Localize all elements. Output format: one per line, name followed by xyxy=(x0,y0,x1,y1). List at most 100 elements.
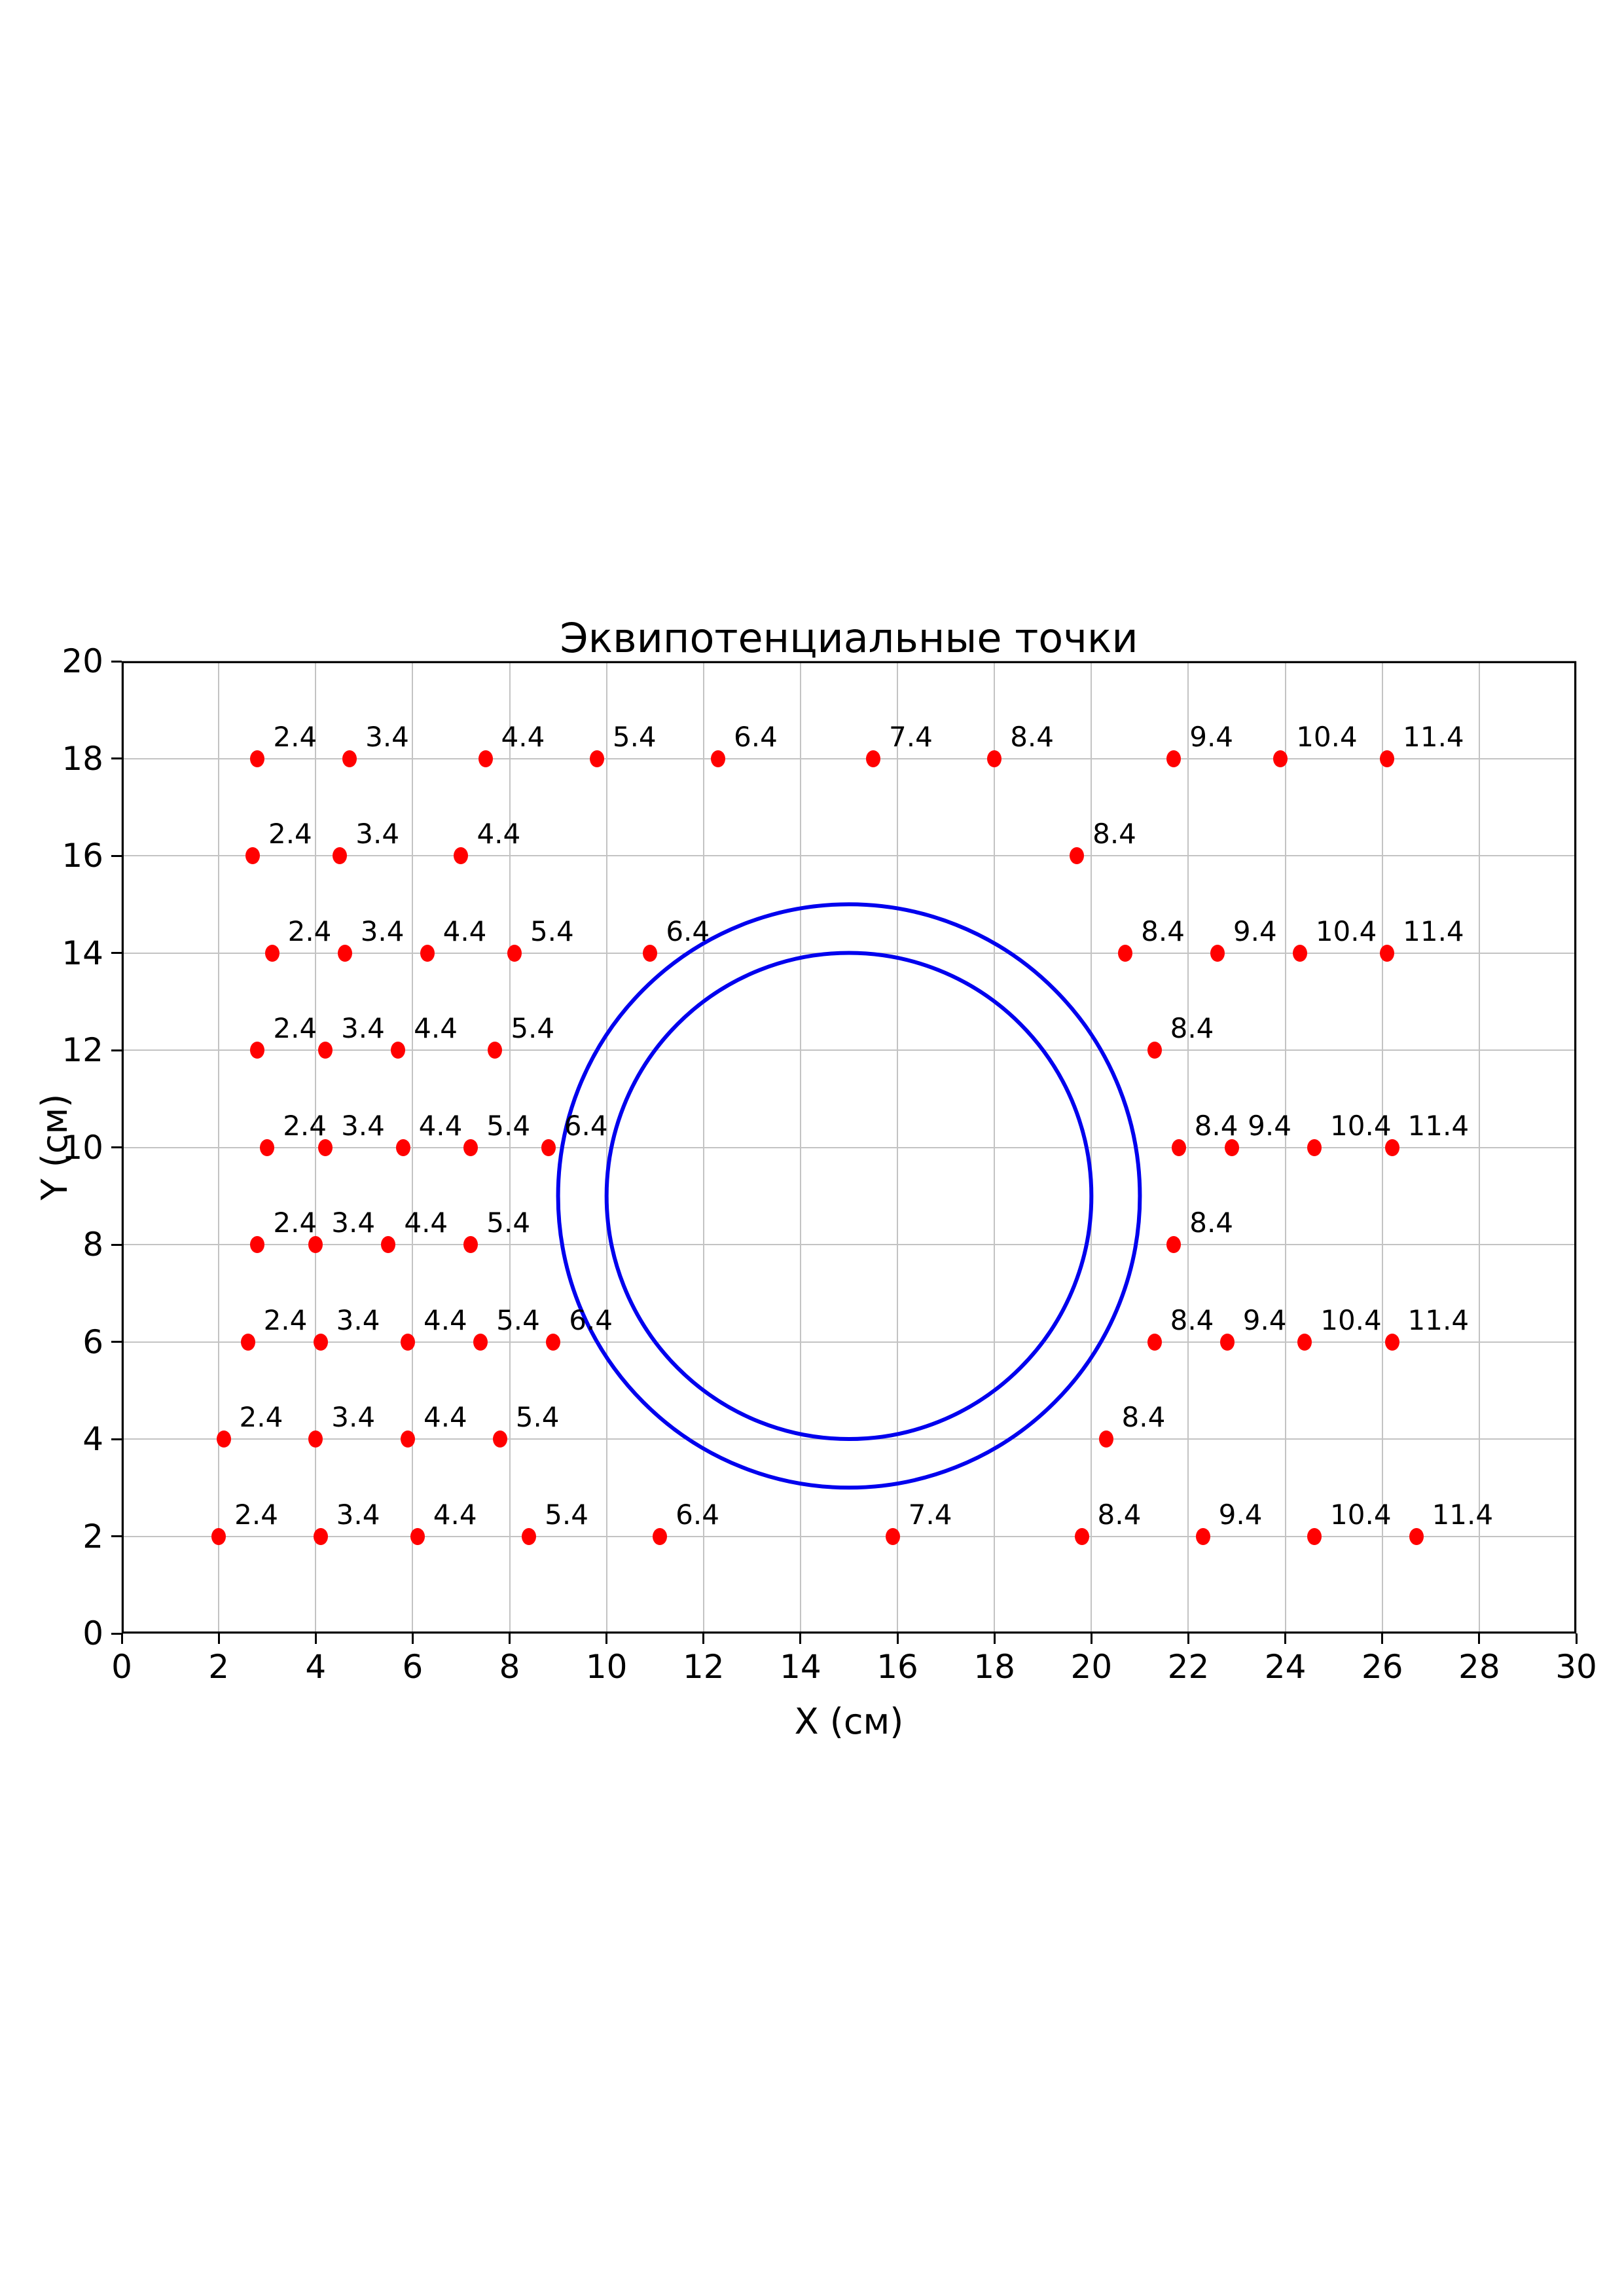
data-point xyxy=(473,1333,488,1351)
point-label: 10.4 xyxy=(1315,915,1377,947)
circle-outline xyxy=(556,902,1142,1490)
point-label: 9.4 xyxy=(1242,1303,1287,1336)
data-point xyxy=(1384,1333,1399,1351)
point-label: 4.4 xyxy=(423,1401,467,1433)
data-point xyxy=(866,750,881,767)
x-tick-label: 16 xyxy=(876,1648,918,1686)
data-point xyxy=(987,750,1002,767)
y-tick-label: 18 xyxy=(62,739,103,778)
data-point xyxy=(1166,750,1182,767)
x-tick-mark xyxy=(509,1633,511,1644)
point-label: 2.4 xyxy=(287,915,332,947)
point-label: 11.4 xyxy=(1407,1109,1470,1142)
point-label: 8.4 xyxy=(1097,1498,1142,1531)
point-label: 4.4 xyxy=(477,818,521,850)
y-tick-mark xyxy=(111,1632,122,1635)
y-tick-mark xyxy=(111,757,122,759)
point-label: 10.4 xyxy=(1330,1498,1392,1531)
data-point xyxy=(250,1042,265,1059)
data-point xyxy=(395,1139,410,1156)
x-tick-label: 10 xyxy=(585,1648,628,1686)
data-point xyxy=(1171,1139,1186,1156)
ring-circles xyxy=(556,902,1142,1490)
data-point xyxy=(313,1333,328,1351)
data-point xyxy=(541,1139,556,1156)
point-label: 3.4 xyxy=(336,1498,380,1531)
point-label: 6.4 xyxy=(676,1498,719,1531)
y-tick-label: 10 xyxy=(62,1128,103,1167)
x-tick-label: 28 xyxy=(1458,1648,1500,1686)
data-point xyxy=(337,944,352,962)
data-point xyxy=(1147,1333,1162,1351)
axes-spines xyxy=(122,661,1576,1633)
data-point xyxy=(507,944,522,962)
data-point xyxy=(1074,1527,1089,1545)
x-tick-mark xyxy=(605,1633,608,1644)
point-label: 5.4 xyxy=(515,1401,560,1433)
x-tick-mark xyxy=(1575,1633,1578,1644)
data-point xyxy=(492,1430,507,1448)
chart-title: Эквипотенциальные точки xyxy=(560,614,1138,662)
y-tick-mark xyxy=(111,1535,122,1537)
gridline-horizontal xyxy=(122,855,1576,856)
point-label: 2.4 xyxy=(239,1401,283,1433)
point-label: 11.4 xyxy=(1403,720,1464,753)
y-tick-mark xyxy=(111,1146,122,1148)
data-point xyxy=(216,1430,231,1448)
point-label: 3.4 xyxy=(331,1207,376,1239)
y-tick-mark xyxy=(111,952,122,954)
point-label: 8.4 xyxy=(1121,1401,1166,1433)
point-label: 8.4 xyxy=(1170,1012,1214,1044)
data-point xyxy=(308,1236,323,1253)
point-label: 3.4 xyxy=(360,915,405,947)
gridline-horizontal xyxy=(122,1049,1576,1051)
x-tick-mark xyxy=(702,1633,705,1644)
point-label: 5.4 xyxy=(486,1109,531,1142)
data-point xyxy=(1147,1042,1162,1059)
data-point xyxy=(463,1139,478,1156)
x-tick-mark xyxy=(411,1633,414,1644)
data-point xyxy=(1118,944,1133,962)
y-tick-mark xyxy=(111,1243,122,1246)
data-point xyxy=(313,1527,328,1545)
point-label: 6.4 xyxy=(666,915,710,947)
data-point xyxy=(711,750,726,767)
y-tick-label: 6 xyxy=(82,1322,103,1361)
point-label: 3.4 xyxy=(341,1012,385,1044)
data-point xyxy=(1273,750,1288,767)
y-tick-mark xyxy=(111,1049,122,1051)
point-label: 8.4 xyxy=(1010,720,1054,753)
data-point xyxy=(420,944,435,962)
y-axis-label: Y (см) xyxy=(34,1093,75,1201)
point-label: 4.4 xyxy=(442,915,487,947)
data-point xyxy=(546,1333,561,1351)
y-tick-label: 16 xyxy=(62,837,103,875)
point-label: 8.4 xyxy=(1194,1109,1238,1142)
data-point xyxy=(1380,944,1395,962)
data-point xyxy=(1409,1527,1424,1545)
x-tick-mark xyxy=(217,1633,220,1644)
point-label: 3.4 xyxy=(336,1303,380,1336)
point-label: 2.4 xyxy=(273,1207,317,1239)
point-label: 6.4 xyxy=(569,1303,613,1336)
point-label: 4.4 xyxy=(404,1207,448,1239)
x-tick-mark xyxy=(1284,1633,1287,1644)
data-point xyxy=(478,750,493,767)
y-tick-mark xyxy=(111,660,122,663)
data-point xyxy=(264,944,280,962)
y-tick-label: 14 xyxy=(62,934,103,972)
point-label: 11.4 xyxy=(1432,1498,1494,1531)
data-point xyxy=(1292,944,1307,962)
data-point xyxy=(381,1236,396,1253)
point-label: 5.4 xyxy=(511,1012,555,1044)
data-point xyxy=(1166,1236,1182,1253)
point-label: 4.4 xyxy=(501,720,545,753)
data-point xyxy=(318,1139,333,1156)
data-point xyxy=(522,1527,537,1545)
point-label: 4.4 xyxy=(423,1303,467,1336)
point-label: 5.4 xyxy=(486,1207,531,1239)
x-tick-mark xyxy=(799,1633,802,1644)
y-tick-label: 12 xyxy=(62,1031,103,1069)
point-label: 2.4 xyxy=(263,1303,308,1336)
point-label: 5.4 xyxy=(545,1498,588,1531)
